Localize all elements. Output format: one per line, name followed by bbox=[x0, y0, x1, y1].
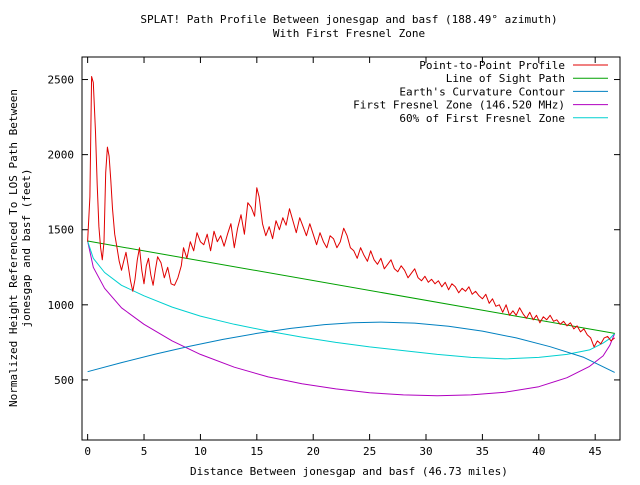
series-line-line-of-sight-path bbox=[87, 240, 615, 334]
y-axis-label-line-1: Normalized Height Referenced To LOS Path… bbox=[7, 89, 20, 407]
x-tick-label: 20 bbox=[307, 445, 320, 458]
plot-frame bbox=[81, 56, 621, 441]
x-tick-label: 5 bbox=[141, 445, 148, 458]
y-axis: 500 1000 1500 2000 2500 bbox=[48, 74, 620, 387]
y-tick-label: 1000 bbox=[48, 299, 75, 312]
x-tick-label: 35 bbox=[476, 445, 489, 458]
series-line-point-to-point-profile bbox=[87, 76, 616, 348]
legend-label: Earth's Curvature Contour bbox=[399, 85, 565, 98]
x-tick-label: 45 bbox=[589, 445, 602, 458]
y-tick-label: 1500 bbox=[48, 224, 75, 237]
legend-label: First Fresnel Zone (146.520 MHz) bbox=[353, 99, 565, 112]
x-tick-label: 0 bbox=[84, 445, 91, 458]
legend-label: 60% of First Fresnel Zone bbox=[399, 112, 565, 125]
series-line-earth-s-curvature-contour bbox=[87, 321, 615, 373]
series-line-60-of-first-fresnel-zone bbox=[87, 240, 616, 360]
series-line-first-fresnel-zone-146-520-mhz bbox=[87, 240, 616, 397]
chart-subtitle: With First Fresnel Zone bbox=[273, 27, 425, 40]
x-tick-label: 40 bbox=[532, 445, 545, 458]
x-tick-label: 30 bbox=[419, 445, 432, 458]
y-tick-label: 500 bbox=[54, 374, 74, 387]
x-axis: 0 5 10 15 20 25 30 35 40 45 bbox=[84, 57, 602, 458]
y-axis-label-line-2: jonesgap and basf (feet) bbox=[20, 169, 33, 328]
y-tick-label: 2000 bbox=[48, 149, 75, 162]
x-tick-label: 15 bbox=[250, 445, 263, 458]
y-tick-label: 2500 bbox=[48, 74, 75, 87]
series-layer bbox=[87, 76, 616, 397]
x-tick-label: 25 bbox=[363, 445, 376, 458]
legend-label: Point-to-Point Profile bbox=[419, 59, 565, 72]
legend-label: Line of Sight Path bbox=[446, 72, 565, 85]
x-axis-label: Distance Between jonesgap and basf (46.7… bbox=[190, 465, 508, 478]
x-tick-label: 10 bbox=[194, 445, 207, 458]
chart-title: SPLAT! Path Profile Between jonesgap and… bbox=[140, 13, 557, 26]
